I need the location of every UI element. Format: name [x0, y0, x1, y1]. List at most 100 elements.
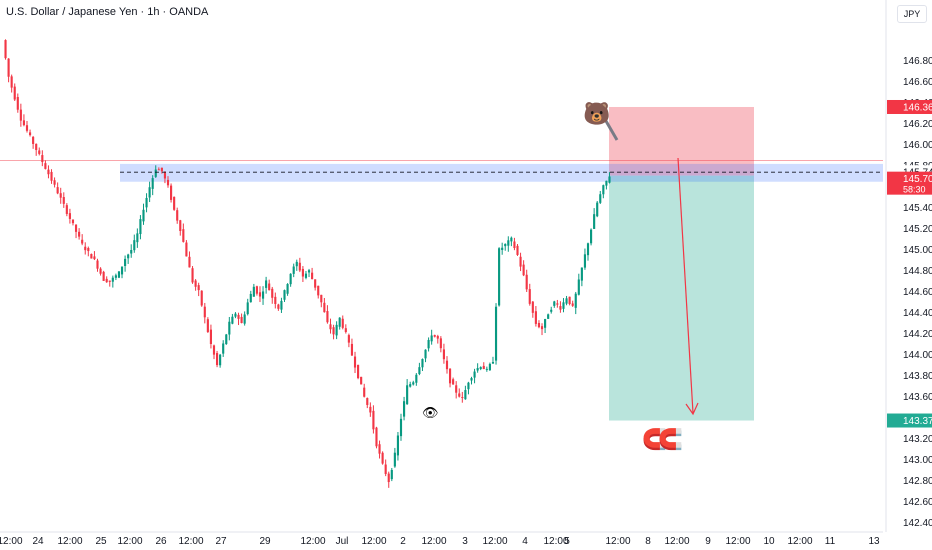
y-tick-label: 143.200: [903, 434, 932, 445]
eye-icon: 👁: [422, 405, 439, 420]
candle-body: [179, 220, 182, 231]
candle-body: [292, 266, 295, 274]
y-tick-label: 144.000: [903, 350, 932, 361]
y-tick-label: 145.200: [903, 224, 932, 235]
candle-body: [124, 258, 127, 267]
candle-body: [10, 76, 13, 88]
candle-body: [498, 248, 501, 306]
candle-body: [74, 224, 78, 232]
candle-body: [298, 262, 301, 271]
candle-body: [283, 290, 286, 300]
y-tick-label: 144.600: [903, 287, 932, 298]
candle-body: [399, 418, 403, 437]
candle-body: [583, 254, 587, 268]
x-tick-label: 12:00: [664, 536, 689, 547]
x-tick-label: 12:00: [361, 536, 386, 547]
candle-body: [215, 353, 219, 366]
candle-body: [81, 239, 84, 244]
candle-body: [363, 387, 366, 397]
candle-body: [599, 194, 602, 203]
candle-body: [531, 301, 534, 313]
candle-body: [59, 193, 62, 198]
candle-body: [231, 316, 234, 324]
candle-body: [393, 452, 396, 467]
candle-body: [528, 289, 531, 304]
candle-body: [105, 278, 108, 283]
candle-body: [568, 296, 571, 305]
candle-body: [381, 452, 384, 464]
candle-body: [28, 132, 32, 136]
candle-body: [151, 178, 154, 189]
candle-body: [608, 176, 611, 183]
candle-body: [163, 172, 167, 179]
candle-body: [544, 319, 547, 328]
candle-body: [479, 367, 482, 369]
candle-body: [565, 298, 568, 304]
candle-body: [473, 371, 476, 378]
candle-body: [602, 185, 605, 195]
candle-body: [430, 335, 433, 342]
candle-body: [320, 294, 323, 303]
candle-body: [142, 209, 145, 222]
stop-price-label-bg: [887, 99, 932, 114]
candle-body: [547, 314, 550, 319]
candle-body: [448, 368, 452, 384]
candle-body: [145, 197, 148, 208]
candle-body: [212, 345, 216, 355]
candle-body: [176, 210, 179, 221]
candle-body: [439, 338, 442, 349]
x-tick-label: 26: [155, 536, 167, 547]
y-tick-label: 146.800: [903, 56, 932, 67]
candle-body: [516, 245, 519, 255]
candle-body: [338, 317, 341, 327]
candle-body: [550, 309, 553, 312]
y-tick-label: 144.800: [903, 266, 932, 277]
y-tick-label: 146.200: [903, 119, 932, 130]
candle-body: [130, 250, 133, 254]
candle-body: [71, 219, 75, 224]
candle-body: [540, 326, 544, 330]
candle-body: [277, 304, 280, 309]
candle-body: [513, 241, 516, 249]
candle-body: [590, 229, 593, 244]
candle-body: [415, 374, 418, 383]
candle-body: [154, 169, 157, 177]
candle-body: [366, 398, 369, 405]
countdown-label: 58:30: [903, 185, 926, 195]
candle-body: [209, 329, 213, 344]
candle-body: [301, 268, 304, 277]
y-tick-label: 143.800: [903, 371, 932, 382]
candle-body: [409, 384, 412, 387]
candle-body: [99, 268, 102, 274]
candle-body: [102, 271, 105, 281]
candle-body: [332, 327, 335, 335]
x-tick-label: 8: [645, 536, 651, 547]
x-tick-label: 12:00: [57, 536, 82, 547]
x-tick-label: 12:00: [300, 536, 325, 547]
candle-body: [206, 319, 209, 332]
candle-body: [436, 336, 439, 339]
magnet-icon: 🧲: [658, 427, 683, 451]
candle-body: [317, 285, 320, 296]
candle-body: [522, 264, 525, 276]
y-tick-label: 146.600: [903, 77, 932, 88]
candle-body: [13, 86, 16, 100]
currency-button[interactable]: JPY: [897, 5, 927, 23]
candle-body: [185, 242, 188, 257]
candle-body: [41, 155, 44, 163]
y-tick-label: 142.800: [903, 476, 932, 487]
candle-body: [596, 202, 599, 217]
x-tick-label: 24: [32, 536, 44, 547]
candle-body: [56, 187, 59, 194]
candle-body: [559, 306, 562, 310]
candle-body: [16, 97, 19, 110]
x-tick-label: Jul: [336, 536, 349, 547]
candle-body: [87, 248, 90, 252]
candle-body: [360, 376, 363, 385]
candle-body: [268, 283, 271, 291]
candle-body: [274, 296, 277, 304]
candle-body: [525, 274, 528, 290]
x-tick-label: 27: [215, 536, 227, 547]
